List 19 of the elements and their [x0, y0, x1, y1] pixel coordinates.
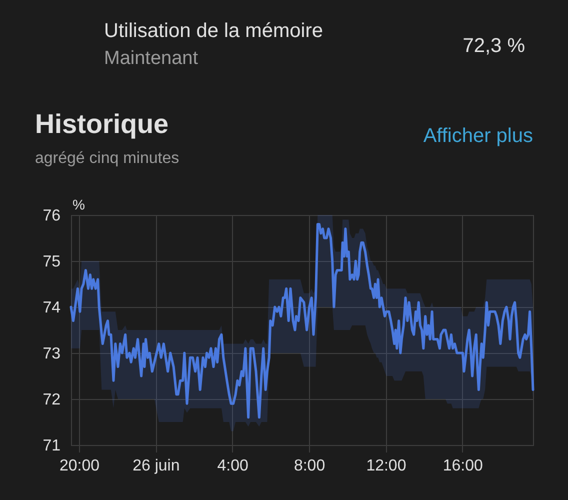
y-axis-title: %: [72, 196, 85, 212]
y-tick-label: 72: [42, 392, 61, 408]
chart-subtitle: agrégé cinq minutes: [35, 150, 180, 167]
y-tick-label: 73: [42, 346, 61, 362]
x-tick-label: 26 juin: [132, 458, 180, 474]
x-tick-label: 4:00: [217, 458, 249, 474]
y-tick-label: 75: [42, 254, 61, 270]
text: Maintenant: [104, 48, 199, 69]
y-tick-label: 74: [42, 300, 61, 316]
y-tick-label: 71: [42, 438, 61, 454]
x-tick-label: 12:00: [366, 458, 406, 474]
y-tick-label: 76: [42, 208, 61, 224]
text: 72,3 %: [462, 35, 526, 57]
x-tick-label: 20:00: [59, 458, 100, 474]
x-tick-label: 8:00: [294, 458, 326, 474]
text: Utilisation de la mémoire: [104, 20, 323, 42]
x-tick-label: 16:00: [442, 458, 484, 474]
text: Afficher plus: [423, 125, 533, 147]
chart-title: Historique: [35, 109, 169, 139]
